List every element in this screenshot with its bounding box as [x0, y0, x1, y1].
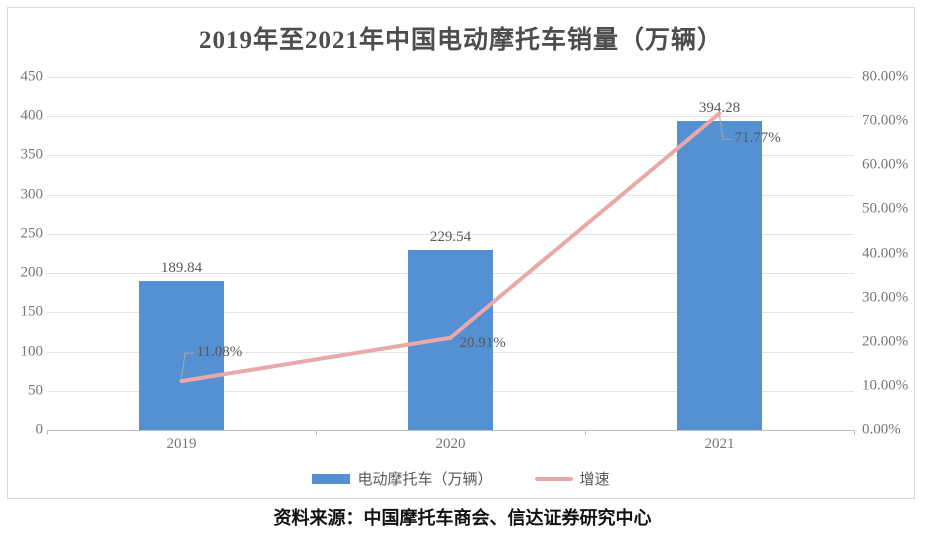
y-axis-left-tick-label: 0 — [35, 421, 44, 438]
bar-value-label: 394.28 — [698, 99, 741, 116]
y-axis-left-tick-label: 400 — [20, 107, 44, 124]
legend-label-line-series: 增速 — [579, 472, 610, 488]
plot-area: 0 50 100 150 200 250 300 350 400 450 0.00% 10.00% 20… — [8, 8, 914, 498]
x-axis-tick — [47, 430, 48, 435]
y-axis-right-tick-label: 50.00% — [862, 200, 909, 217]
gridline — [47, 77, 854, 78]
y-axis-left-tick-label: 350 — [20, 146, 44, 163]
x-axis-category-label: 2021 — [704, 436, 735, 452]
x-axis-tick — [585, 430, 586, 435]
legend-item-line-series: 增速 — [534, 468, 610, 489]
line-value-label: 11.08% — [196, 344, 243, 361]
line-value-label: 20.91% — [459, 334, 506, 351]
bar-value-label: 189.84 — [160, 260, 203, 277]
x-axis-tick — [854, 430, 855, 435]
x-axis-tick — [316, 430, 317, 435]
x-axis-line — [47, 430, 854, 431]
y-axis-right-tick-label: 60.00% — [862, 156, 909, 173]
line-series-swatch-icon — [534, 476, 573, 481]
y-axis-right-tick-label: 0.00% — [862, 421, 901, 438]
chart-frame: 2019年至2021年中国电动摩托车销量（万辆） 0 50 100 150 200 250… — [7, 7, 915, 499]
x-axis-category-label: 2020 — [435, 436, 466, 452]
y-axis-right-tick-label: 10.00% — [862, 377, 909, 394]
y-axis-left-tick-label: 200 — [20, 264, 44, 281]
y-axis-left-tick-label: 450 — [20, 68, 44, 85]
legend-label-bar-series: 电动摩托车（万辆） — [357, 472, 493, 488]
x-axis-category-label: 2019 — [166, 436, 197, 452]
bar-value-label: 229.54 — [429, 228, 472, 245]
y-axis-right-tick-label: 70.00% — [862, 112, 909, 129]
y-axis-right-tick-label: 20.00% — [862, 333, 909, 350]
data-source-caption: 资料来源：中国摩托车商会、信达证券研究中心 — [273, 508, 652, 528]
y-axis-right-tick-label: 30.00% — [862, 289, 909, 306]
bar-series-swatch-icon — [312, 473, 351, 484]
y-axis-left-tick-label: 300 — [20, 186, 44, 203]
chart-legend: 电动摩托车（万辆） 增速 — [8, 468, 914, 489]
y-axis-right-tick-label: 40.00% — [862, 245, 909, 261]
y-axis-left-tick-label: 250 — [20, 225, 44, 242]
legend-item-bar-series: 电动摩托车（万辆） — [312, 468, 493, 489]
bar-2021 — [677, 120, 762, 430]
line-value-label: 71.77% — [734, 130, 781, 147]
y-axis-left-tick-label: 150 — [20, 303, 44, 320]
y-axis-left-tick-label: 50 — [28, 382, 43, 399]
chart-title: 2019年至2021年中国电动摩托车销量（万辆） — [198, 27, 723, 54]
y-axis-left-tick-label: 100 — [20, 343, 44, 360]
y-axis-right-tick-label: 80.00% — [862, 68, 909, 85]
